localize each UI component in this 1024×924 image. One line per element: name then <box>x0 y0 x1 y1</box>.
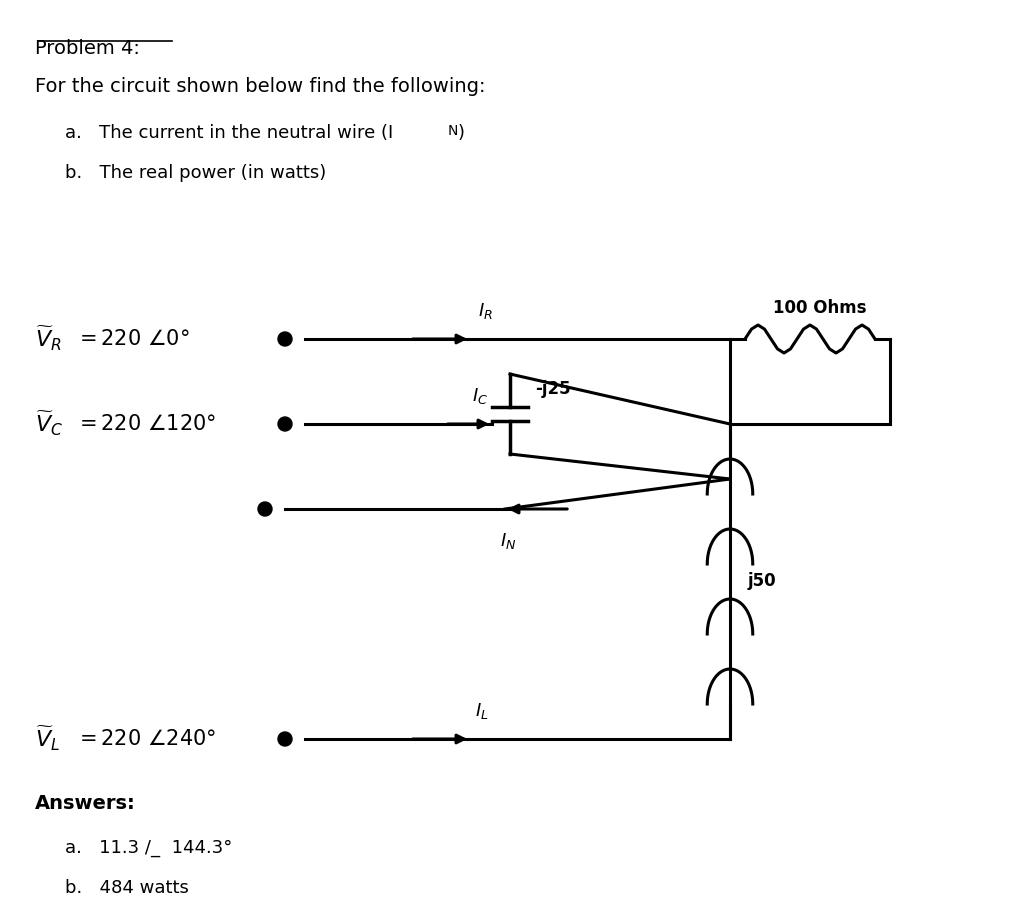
Circle shape <box>278 332 292 346</box>
Text: $\widetilde{V}_C$: $\widetilde{V}_C$ <box>35 410 63 438</box>
Text: b.   The real power (in watts): b. The real power (in watts) <box>65 164 327 182</box>
Circle shape <box>278 732 292 746</box>
Text: $\widetilde{V}_R$: $\widetilde{V}_R$ <box>35 325 61 353</box>
Text: Problem 4:: Problem 4: <box>35 39 140 58</box>
Text: $I_N$: $I_N$ <box>500 531 516 551</box>
Text: 100 Ohms: 100 Ohms <box>773 299 866 317</box>
Text: $= 220\ \angle 240°$: $= 220\ \angle 240°$ <box>75 729 216 749</box>
Text: Answers:: Answers: <box>35 794 136 813</box>
Text: j50: j50 <box>748 573 776 590</box>
Text: b.   484 watts: b. 484 watts <box>65 879 188 897</box>
Text: $I_R$: $I_R$ <box>477 301 493 321</box>
Text: ): ) <box>458 124 465 142</box>
Text: $\widetilde{V}_L$: $\widetilde{V}_L$ <box>35 724 60 753</box>
Text: $= 220\ \angle 120°$: $= 220\ \angle 120°$ <box>75 414 216 434</box>
Text: $I_C$: $I_C$ <box>472 386 488 406</box>
Text: N: N <box>449 124 459 138</box>
Text: $= 220\ \angle 0°$: $= 220\ \angle 0°$ <box>75 329 189 349</box>
Text: -j25: -j25 <box>535 380 570 398</box>
Text: a.   The current in the neutral wire (I: a. The current in the neutral wire (I <box>65 124 393 142</box>
Text: $I_L$: $I_L$ <box>475 701 488 721</box>
Circle shape <box>258 502 272 516</box>
Text: For the circuit shown below find the following:: For the circuit shown below find the fol… <box>35 77 485 96</box>
Circle shape <box>278 417 292 431</box>
Text: a.   11.3 /_  144.3°: a. 11.3 /_ 144.3° <box>65 839 232 857</box>
